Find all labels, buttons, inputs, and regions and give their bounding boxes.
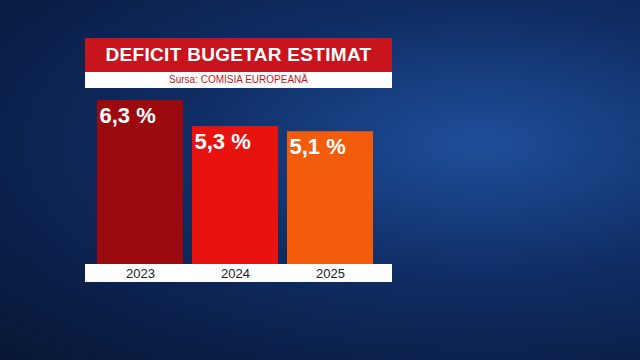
svg-text:2025: 2025	[316, 266, 345, 281]
svg-text:6,3 %: 6,3 %	[100, 103, 156, 128]
svg-text:2024: 2024	[221, 266, 250, 281]
html-text:DEFICIT BUGETAR ESTIMAT: DEFICIT BUGETAR ESTIMAT	[105, 44, 372, 65]
svg-text:5,3 %: 5,3 %	[195, 129, 251, 154]
svg-text:2023: 2023	[126, 266, 155, 281]
html-text:Sursa: COMISIA EUROPEANĂ: Sursa: COMISIA EUROPEANĂ	[169, 74, 308, 85]
svg-text:5,1 %: 5,1 %	[290, 134, 346, 159]
